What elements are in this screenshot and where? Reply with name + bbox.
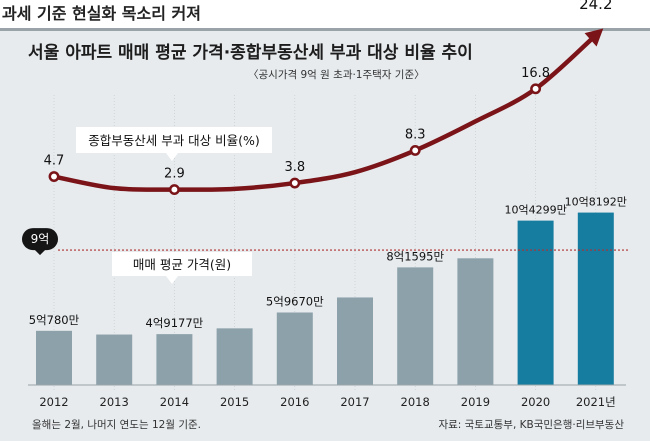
bar-label-2018: 8억1595만 [386, 249, 444, 263]
ratio-label-2020: 16.8 [521, 66, 550, 81]
bar-2013 [96, 334, 133, 385]
bar-2017 [337, 297, 373, 385]
footnote: 올해는 2월, 나머지 연도는 12월 기준. [32, 418, 201, 431]
ratio-point-2016 [289, 177, 301, 189]
ratio-point-2018 [409, 144, 421, 156]
bar-label-2012: 5억780만 [29, 313, 80, 327]
x-tick-2020: 2020 [521, 395, 550, 409]
bar-2019 [457, 258, 494, 385]
x-tick-2016: 2016 [280, 395, 309, 409]
bar-label-2021년: 10억8192만 [565, 196, 627, 209]
ratio-point-2014 [168, 184, 180, 196]
bar-2015 [216, 328, 253, 385]
bar-2016 [276, 312, 313, 385]
ratio-label-2018: 8.3 [405, 127, 426, 142]
bar-legend-pointer [166, 276, 178, 284]
bar-2012 [36, 330, 72, 385]
bar-legend-label: 매매 평균 가격(원) [133, 257, 231, 272]
headline: 과세 기준 현실화 목소리 커져 [2, 4, 201, 23]
x-tick-2012: 2012 [39, 395, 68, 409]
line-legend-label: 종합부동산세 부과 대상 비율(%) [88, 133, 260, 148]
ratio-line-arrowhead [584, 28, 604, 47]
ratio-label-2014: 2.9 [164, 167, 185, 182]
x-tick-2013: 2013 [100, 395, 129, 409]
source-note: 자료: 국토교통부, KB국민은행·리브부동산 [438, 419, 624, 431]
ratio-label-2016: 3.8 [284, 160, 305, 175]
ratio-label-2021년: 24.2 [579, 0, 612, 13]
ratio-label-2012: 4.7 [44, 154, 65, 169]
x-tick-2018: 2018 [401, 395, 430, 409]
bar-label-2020: 10억4299만 [504, 204, 566, 217]
x-tick-2015: 2015 [220, 395, 249, 409]
bar-2020 [517, 220, 554, 385]
reference-badge-pointer [34, 249, 46, 256]
x-tick-2019: 2019 [461, 395, 490, 409]
x-tick-2021년: 2021년 [576, 395, 616, 409]
bar-label-2016: 5억9670만 [266, 294, 324, 308]
reference-badge [22, 228, 58, 251]
line-legend-box [76, 127, 272, 153]
ratio-point-2020 [530, 83, 542, 95]
x-tick-2017: 2017 [340, 395, 369, 409]
reference-label: 9억 [31, 232, 50, 246]
bar-label-2014: 4억9177만 [146, 316, 204, 330]
bar-2018 [397, 267, 434, 385]
bar-legend-box [112, 252, 252, 276]
x-tick-2014: 2014 [160, 395, 189, 409]
ratio-point-2012 [48, 171, 60, 182]
ratio-line [51, 32, 599, 192]
bar-2021년 [577, 212, 614, 385]
chart-subtitle: 〈공시가격 9억 원 초과·1주택자 기준〉 [248, 68, 425, 81]
line-legend-pointer [166, 153, 178, 161]
bar-2014 [156, 334, 193, 385]
chart-title: 서울 아파트 매매 평균 가격·종합부동산세 부과 대상 비율 추이 [28, 42, 473, 63]
